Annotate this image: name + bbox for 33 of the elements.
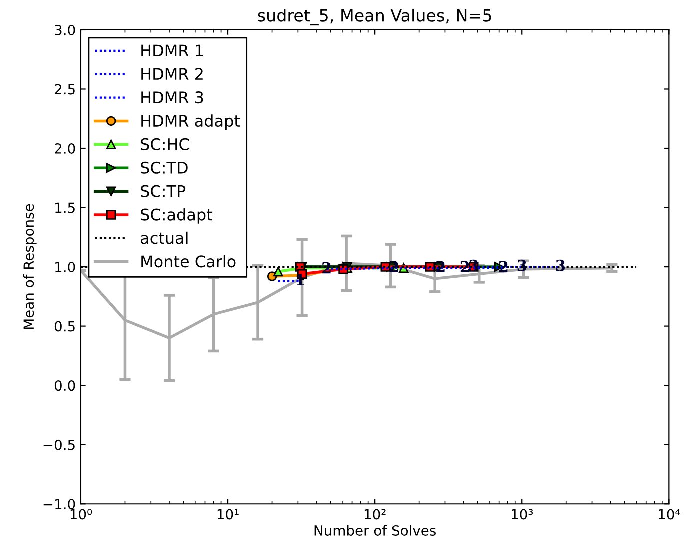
y-tick-label: 0.5 (54, 321, 75, 332)
legend-label: SC:TP (141, 185, 186, 198)
legend-label: HDMR 2 (142, 68, 203, 80)
annotation: 2 (460, 261, 470, 272)
y-tick-label: 2.5 (55, 84, 75, 95)
annotation: 2 (390, 261, 398, 272)
legend-label: Monte Carlo (142, 255, 236, 268)
x-axis-title: Number of Solves (314, 525, 436, 536)
legend-label: HDMR 3 (142, 92, 204, 104)
x-tick-label: 10¹ (218, 509, 239, 520)
annotation: 1 (296, 274, 304, 286)
y-tick-label: 2.0 (55, 143, 76, 154)
legend-label: SC:adapt (141, 208, 212, 224)
legend-label: SC:TD (141, 162, 188, 174)
x-tick-label: 10⁰ (70, 509, 92, 520)
chart-title: sudret_5, Mean Values, N=5 (258, 8, 492, 26)
legend-label: HDMR 1 (142, 44, 204, 56)
x-tick-label: 10⁴ (659, 509, 680, 520)
y-axis-title: Mean of Response (23, 204, 37, 330)
y-tick-label: −0.5 (44, 440, 75, 450)
x-tick-label: 10² (364, 509, 386, 520)
y-tick-label: −1.0 (44, 499, 76, 510)
annotation: 3 (470, 260, 478, 272)
annotation: 2 (322, 262, 331, 274)
legend-label: HDMR adapt (142, 114, 240, 130)
y-tick-label: 1.0 (56, 262, 76, 273)
legend-label: SC:HC (141, 138, 190, 150)
legend-label: actual (141, 232, 188, 244)
annotation: 2 (436, 261, 445, 272)
y-tick-label: 0.0 (54, 380, 76, 392)
y-tick-label: 3.0 (55, 24, 76, 36)
y-tick-label: 1.5 (56, 202, 75, 214)
x-tick-label: 10³ (512, 509, 534, 520)
